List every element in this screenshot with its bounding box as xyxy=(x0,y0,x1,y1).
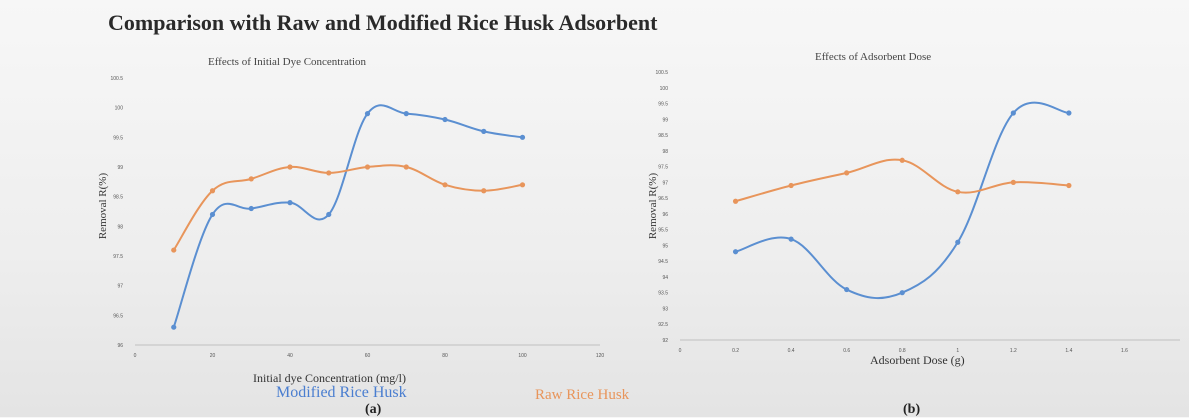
chart-a-ytick: 98.5 xyxy=(113,195,123,201)
chart-a-point-raw xyxy=(248,176,254,182)
chart-b-xtick: 0.4 xyxy=(788,348,795,354)
chart-a-xtick: 40 xyxy=(287,353,293,359)
chart-b-ytick: 93 xyxy=(662,306,668,312)
chart-b-ytick: 93.5 xyxy=(658,291,668,297)
chart-b-panel-label: (b) xyxy=(903,402,921,417)
chart-a-point-modified xyxy=(364,111,371,117)
chart-b-ytick: 98.5 xyxy=(658,133,668,139)
chart-b-ytick: 99 xyxy=(662,117,668,123)
chart-a-panel-label: (a) xyxy=(365,402,382,417)
chart-a-ytick: 97.5 xyxy=(113,254,123,260)
chart-a-ytick: 99 xyxy=(117,165,123,171)
chart-b-ytick: 100 xyxy=(660,86,669,92)
chart-b-ytick: 92 xyxy=(662,338,668,344)
chart-b-ytick: 95 xyxy=(662,243,668,249)
chart-b-ytick: 98 xyxy=(662,149,668,155)
chart-b-point-raw xyxy=(732,198,739,204)
chart-a-point-modified xyxy=(442,116,448,123)
chart-b-xtick: 1.4 xyxy=(1065,348,1072,354)
chart-b-point-raw xyxy=(955,189,961,195)
chart-b-title: Effects of Adsorbent Dose xyxy=(815,51,932,63)
chart-b-point-modified xyxy=(732,249,739,255)
chart-b-point-raw xyxy=(1066,182,1072,189)
chart-b-ytick: 96.5 xyxy=(658,196,668,202)
chart-b-xtick: 0.6 xyxy=(843,348,850,354)
chart-a-xtick: 20 xyxy=(210,353,216,359)
chart-b-ytick: 92.5 xyxy=(658,322,668,328)
chart-b-point-modified xyxy=(899,290,905,296)
chart-a-ytick: 96.5 xyxy=(113,313,123,319)
chart-a-xtick: 0 xyxy=(134,353,137,359)
chart-a-ytick: 97 xyxy=(117,284,123,290)
chart-a-point-raw xyxy=(364,164,371,170)
chart-b-xtick: 0.8 xyxy=(899,348,906,354)
chart-a-point-modified xyxy=(519,134,526,140)
chart-b-point-raw xyxy=(788,182,794,189)
chart-b-xtick: 0.2 xyxy=(732,348,739,354)
chart-a-ytick: 96 xyxy=(117,343,123,349)
chart-b-ytick: 97 xyxy=(662,180,668,186)
chart-a-point-modified xyxy=(209,211,216,218)
chart-b-point-modified xyxy=(1066,110,1072,116)
chart-b-series-line-raw xyxy=(735,158,1069,203)
chart-b-xtick: 1.6 xyxy=(1121,348,1128,354)
chart-a-point-raw xyxy=(287,164,293,170)
chart-a-point-raw xyxy=(326,170,332,176)
chart-a-ytick: 98 xyxy=(117,224,123,230)
chart-b-point-modified xyxy=(1010,110,1016,116)
chart-b-series-line-modified xyxy=(735,101,1070,299)
chart-a-point-modified xyxy=(248,205,254,212)
chart-b-point-modified xyxy=(844,286,850,293)
chart-a-ytick: 100 xyxy=(115,106,124,112)
figure-title: Comparison with Raw and Modified Rice Hu… xyxy=(108,10,658,35)
chart-b-ytick: 97.5 xyxy=(658,165,668,171)
chart-a-point-raw xyxy=(171,247,177,253)
chart-a-point-raw xyxy=(403,164,409,170)
chart-a-xlabel: Initial dye Concentration (mg/l) xyxy=(253,371,406,385)
chart-a-xtick: 120 xyxy=(596,353,605,359)
chart-a-point-raw xyxy=(209,188,216,194)
chart-a-point-raw xyxy=(519,182,526,188)
chart-a-point-modified xyxy=(287,200,293,206)
chart-a-point-modified xyxy=(326,211,332,218)
chart-b-ytick: 100.5 xyxy=(655,70,668,76)
chart-b-ytick: 95.5 xyxy=(658,228,668,234)
chart-b-xlabel: Adsorbent Dose (g) xyxy=(870,353,965,367)
chart-b-ytick: 94 xyxy=(662,275,668,281)
chart-a-series-line-raw xyxy=(172,164,523,251)
chart-a-point-modified xyxy=(171,324,177,330)
chart-b-point-raw xyxy=(899,157,905,163)
chart-a-point-modified xyxy=(403,111,409,117)
chart-b-point-raw xyxy=(844,170,850,176)
chart-a-point-modified xyxy=(481,128,487,134)
chart-a-point-raw xyxy=(481,188,487,194)
chart-b-point-modified xyxy=(955,239,961,245)
chart-a-xtick: 80 xyxy=(442,353,448,359)
chart-a-ytick: 99.5 xyxy=(113,135,123,141)
legend-modified: Modified Rice Husk xyxy=(276,384,407,401)
chart-a-ytick: 100.5 xyxy=(110,76,123,82)
chart-b-xtick: 0 xyxy=(679,348,682,354)
chart-a-series-line-modified xyxy=(172,104,523,328)
legend-raw: Raw Rice Husk xyxy=(535,387,630,403)
chart-b-point-modified xyxy=(788,236,794,242)
chart-b-xtick: 1.2 xyxy=(1010,348,1017,354)
chart-b-point-raw xyxy=(1010,179,1016,185)
chart-b-ytick: 94.5 xyxy=(658,259,668,265)
chart-a-xtick: 60 xyxy=(365,353,371,359)
chart-b-ytick: 99.5 xyxy=(658,102,668,108)
chart-b-xtick: 1 xyxy=(956,348,959,354)
chart-a-point-raw xyxy=(442,182,448,188)
chart-a-xtick: 100 xyxy=(518,353,527,359)
chart-b-ytick: 96 xyxy=(662,212,668,218)
chart-a-title: Effects of Initial Dye Concentration xyxy=(208,56,367,68)
